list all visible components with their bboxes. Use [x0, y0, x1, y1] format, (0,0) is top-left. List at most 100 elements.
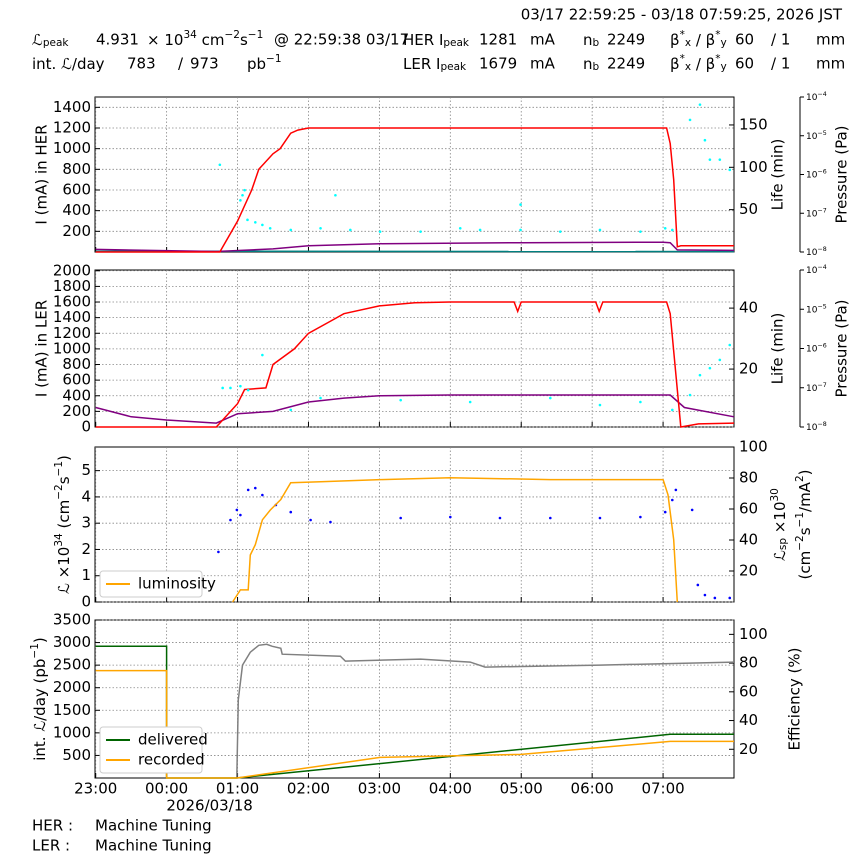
y-axis-label: int. ℒ/day (pb−1)	[29, 637, 48, 761]
data-point	[399, 516, 402, 520]
text-part: (cm	[55, 500, 73, 533]
text-part: int. ℒ/day	[32, 55, 105, 73]
data-point	[670, 228, 674, 232]
text-part: HER I	[403, 31, 443, 49]
data-point	[246, 388, 250, 392]
y3-tick-label: 10−7	[806, 208, 827, 219]
data-point	[458, 226, 462, 230]
y-tick-label: 0	[81, 418, 91, 436]
data-point	[399, 398, 402, 402]
y-tick-label: 1000	[53, 339, 91, 357]
y-tick-label: 1000	[53, 723, 91, 741]
data-point	[239, 199, 242, 202]
y3-tick-label: 10−5	[806, 304, 827, 315]
y-tick-label: 5	[81, 461, 91, 479]
y2-tick-label: 40	[739, 531, 758, 549]
text-part: 10	[806, 383, 818, 393]
data-point	[713, 596, 717, 600]
header-item: mA	[530, 55, 556, 73]
data-point	[598, 516, 602, 520]
text-part: y	[720, 61, 726, 73]
y3-tick-label: 10−5	[806, 130, 827, 141]
x-tick-label: 07:00	[641, 780, 684, 798]
y2-tick-label: 40	[739, 711, 758, 729]
text-part: y	[720, 37, 726, 49]
y-tick-label: 1600	[53, 293, 91, 311]
y-tick-label: 1400	[53, 98, 91, 116]
data-point	[218, 163, 222, 167]
data-point	[598, 228, 602, 232]
text-part: peak	[440, 61, 467, 73]
data-point	[241, 193, 244, 197]
header-item: × 1034 cm−2s−1	[147, 29, 263, 48]
y-tick-label: 400	[62, 201, 91, 219]
x-date-label: 2026/03/18	[166, 797, 252, 815]
data-point	[261, 493, 264, 497]
y2-axis-label: Life (min)	[769, 139, 787, 211]
data-point	[449, 515, 452, 519]
data-point	[246, 488, 250, 492]
text-part: /mA	[796, 481, 814, 512]
text-part: 10	[806, 248, 818, 258]
header-item: mm	[816, 31, 845, 49]
data-point	[268, 226, 272, 230]
y2-tick-label: 100	[739, 438, 768, 456]
data-point	[468, 400, 472, 404]
text-part: 2	[794, 475, 806, 482]
y-tick-label: 3000	[53, 633, 91, 651]
text-part: ×10	[771, 501, 789, 537]
text-part: *	[715, 53, 720, 65]
text-part: *	[680, 53, 685, 65]
data-point	[289, 510, 293, 514]
text-part: −8	[817, 421, 826, 428]
y-tick-label: 2	[81, 540, 91, 558]
data-point	[639, 230, 642, 233]
data-point	[718, 358, 722, 362]
data-point	[261, 223, 264, 227]
text-part: 30	[769, 488, 781, 501]
text-part: (cm	[796, 551, 814, 580]
text-part: −1	[53, 461, 65, 476]
text-part: −4	[817, 91, 826, 98]
data-point	[519, 228, 522, 232]
data-point	[309, 518, 312, 522]
data-point	[478, 228, 482, 232]
y2-axis-label: (cm−2s−1/mA2)	[794, 470, 813, 580]
text-part: peak	[43, 37, 70, 49]
time-range: 03/17 22:59:25 - 03/18 07:59:25, 2026 JS…	[521, 6, 843, 24]
text-part: −1	[248, 29, 263, 41]
y-tick-label: 1200	[53, 119, 91, 137]
data-point	[688, 393, 692, 397]
y3-tick-label: 10−8	[806, 421, 827, 432]
header-item: mm	[816, 55, 845, 73]
y3-tick-label: 10−7	[806, 382, 827, 393]
header-item: /	[178, 55, 184, 73]
header-item: 60	[735, 55, 754, 73]
text-part: LER I	[403, 55, 440, 73]
y-tick-label: 1500	[53, 701, 91, 719]
data-point	[728, 343, 732, 347]
text-part: pb	[247, 55, 266, 73]
y2-axis-label: Efficiency (%)	[786, 648, 804, 751]
legend-label: recorded	[138, 751, 205, 769]
data-point	[319, 396, 322, 400]
legend-box	[99, 726, 203, 774]
header-item: pb−1	[247, 53, 282, 72]
y3-axis-label: Pressure (Pa)	[833, 299, 851, 397]
x-tick-label: 00:00	[145, 780, 188, 798]
text-part: sp	[777, 538, 789, 550]
text-part: −5	[817, 130, 826, 137]
y-tick-label: 2500	[53, 656, 91, 674]
data-point	[253, 486, 257, 490]
data-point	[246, 218, 249, 222]
header-item: nb	[583, 31, 600, 49]
text-part: −2	[53, 484, 65, 499]
header-item: 1281	[479, 31, 517, 49]
text-part: −6	[817, 169, 826, 176]
data-point	[419, 230, 422, 233]
header-item: 2249	[607, 55, 645, 73]
header-item: mA	[530, 31, 556, 49]
text-part: s	[55, 476, 73, 484]
y3-tick-label: 10−4	[806, 264, 827, 275]
text-part: −7	[817, 382, 826, 389]
